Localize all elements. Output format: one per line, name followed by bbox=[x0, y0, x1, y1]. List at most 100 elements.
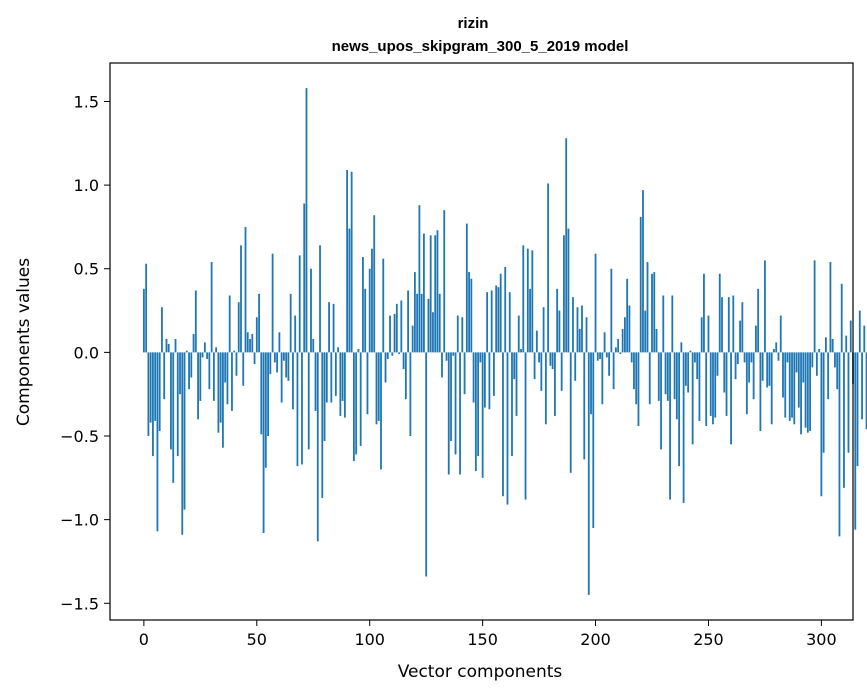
bar-component-174 bbox=[535, 330, 538, 353]
bar-component-96 bbox=[359, 352, 362, 447]
bar-component-229 bbox=[660, 352, 662, 450]
bar-component-170 bbox=[526, 248, 529, 353]
bar-component-238 bbox=[680, 342, 683, 353]
bar-series bbox=[142, 88, 867, 595]
bar-component-202 bbox=[599, 352, 601, 360]
bar-component-113 bbox=[398, 352, 400, 355]
bar-component-294 bbox=[806, 352, 809, 433]
bar-component-192 bbox=[576, 307, 579, 353]
bar-component-175 bbox=[538, 352, 540, 363]
bar-component-9 bbox=[163, 352, 166, 400]
bar-component-139 bbox=[456, 315, 459, 353]
bar-component-304 bbox=[829, 262, 832, 353]
bar-component-42 bbox=[237, 302, 240, 353]
bar-component-271 bbox=[754, 325, 757, 353]
bar-component-122 bbox=[418, 205, 421, 353]
bar-component-155 bbox=[493, 352, 495, 396]
bar-component-191 bbox=[574, 352, 577, 381]
bar-component-281 bbox=[777, 352, 780, 361]
bar-component-91 bbox=[348, 228, 351, 353]
bar-component-145 bbox=[470, 278, 473, 353]
bar-component-163 bbox=[511, 352, 513, 457]
bar-component-181 bbox=[551, 352, 554, 370]
bar-component-30 bbox=[210, 262, 213, 353]
bar-component-47 bbox=[249, 338, 251, 353]
bar-component-11 bbox=[167, 344, 170, 353]
bar-component-90 bbox=[346, 170, 349, 353]
bar-component-194 bbox=[581, 305, 583, 353]
bar-component-149 bbox=[479, 352, 482, 363]
bar-component-60 bbox=[278, 332, 281, 353]
bar-component-256 bbox=[721, 297, 723, 353]
bar-component-260 bbox=[730, 352, 732, 445]
bar-component-242 bbox=[689, 350, 692, 353]
bar-component-171 bbox=[529, 288, 531, 353]
bar-component-201 bbox=[596, 352, 599, 361]
bar-component-72 bbox=[305, 88, 308, 353]
bar-component-82 bbox=[328, 302, 330, 353]
bar-component-311 bbox=[845, 335, 848, 353]
bar-component-159 bbox=[502, 352, 504, 497]
bar-component-318 bbox=[861, 352, 863, 420]
bar-component-273 bbox=[759, 352, 762, 431]
bar-component-186 bbox=[563, 235, 565, 353]
bar-component-118 bbox=[409, 352, 412, 436]
bar-component-28 bbox=[206, 352, 209, 360]
bar-component-12 bbox=[170, 352, 172, 450]
bar-component-151 bbox=[483, 352, 486, 408]
bar-component-250 bbox=[707, 315, 710, 353]
bar-component-300 bbox=[820, 352, 823, 497]
bar-component-267 bbox=[745, 352, 748, 415]
bar-component-73 bbox=[307, 352, 310, 450]
bar-component-120 bbox=[413, 272, 416, 353]
bar-component-6 bbox=[156, 352, 159, 532]
bar-component-158 bbox=[499, 273, 502, 353]
bar-component-275 bbox=[764, 260, 766, 353]
bar-component-29 bbox=[208, 352, 211, 390]
bar-component-124 bbox=[423, 233, 425, 353]
bar-component-103 bbox=[375, 352, 378, 425]
bar-component-4 bbox=[152, 352, 154, 457]
bar-component-309 bbox=[840, 283, 843, 353]
bar-component-68 bbox=[296, 352, 299, 467]
bar-component-127 bbox=[429, 235, 432, 353]
bar-component-246 bbox=[698, 352, 701, 421]
bar-component-259 bbox=[727, 297, 730, 353]
bar-component-313 bbox=[849, 320, 852, 353]
bar-component-232 bbox=[666, 352, 669, 401]
x-tick-label: 0 bbox=[139, 630, 149, 649]
bar-component-64 bbox=[287, 352, 290, 381]
bar-component-110 bbox=[391, 352, 394, 356]
chart-subtitle: news_upos_skipgram_300_5_2019 model bbox=[332, 38, 629, 55]
bar-component-18 bbox=[183, 352, 186, 510]
y-axis-label: Components values bbox=[14, 258, 34, 426]
bar-component-41 bbox=[235, 352, 238, 376]
bar-component-240 bbox=[684, 352, 687, 386]
bar-component-315 bbox=[854, 352, 857, 530]
bar-component-164 bbox=[513, 352, 516, 380]
bar-component-247 bbox=[700, 317, 703, 353]
x-tick-label: 50 bbox=[247, 630, 267, 649]
bar-component-231 bbox=[664, 352, 667, 395]
bar-component-71 bbox=[303, 203, 306, 353]
bar-component-140 bbox=[459, 352, 461, 475]
bar-component-264 bbox=[739, 320, 741, 353]
bar-component-75 bbox=[312, 338, 315, 353]
bar-component-66 bbox=[292, 352, 294, 410]
bar-component-56 bbox=[269, 352, 272, 375]
bar-component-218 bbox=[635, 352, 638, 405]
bar-component-207 bbox=[610, 268, 613, 353]
bar-component-8 bbox=[161, 307, 163, 353]
bar-component-177 bbox=[542, 307, 545, 353]
bar-component-205 bbox=[605, 352, 608, 358]
bar-component-290 bbox=[797, 352, 800, 408]
bar-component-51 bbox=[258, 293, 260, 353]
bar-component-262 bbox=[734, 352, 737, 380]
bar-component-22 bbox=[192, 333, 195, 353]
bar-component-221 bbox=[642, 190, 644, 353]
bar-component-157 bbox=[497, 287, 500, 353]
bar-component-123 bbox=[420, 293, 423, 353]
bar-component-270 bbox=[752, 352, 755, 400]
bar-component-27 bbox=[203, 342, 206, 353]
